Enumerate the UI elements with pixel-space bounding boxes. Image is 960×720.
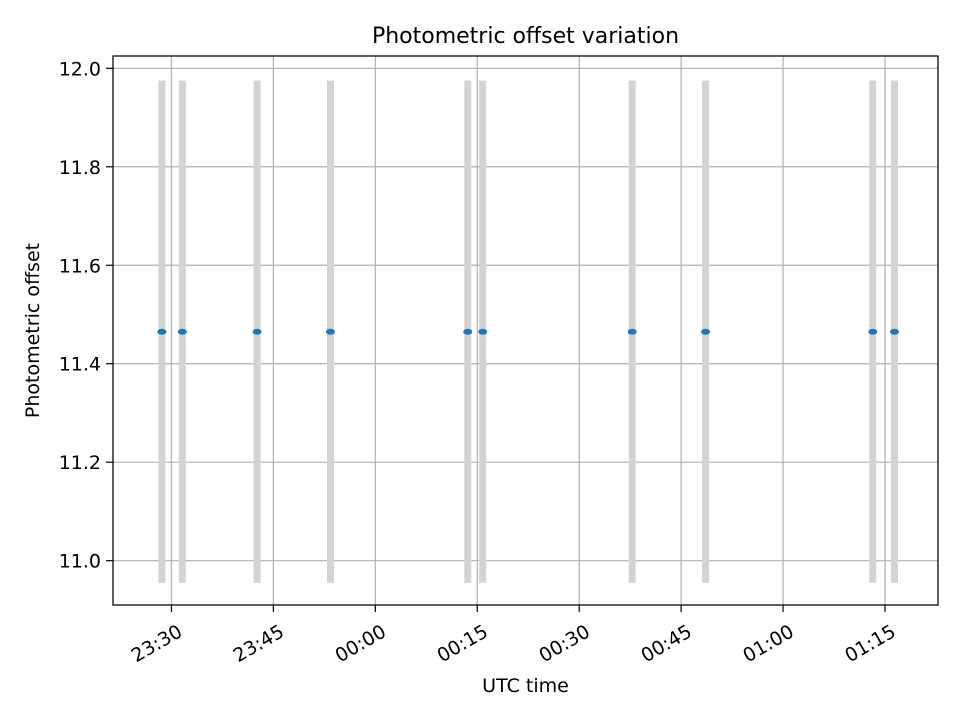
data-point: [890, 328, 900, 335]
x-tick-label: 23:30: [128, 621, 186, 667]
data-point: [325, 328, 335, 335]
data-point: [177, 328, 187, 335]
data-point: [868, 328, 878, 335]
error-band-layer: [158, 80, 899, 583]
chart-title: Photometric offset variation: [372, 24, 679, 49]
data-point: [478, 328, 488, 335]
x-tick-label: 23:45: [230, 621, 288, 667]
y-tick-label: 11.4: [59, 354, 101, 376]
y-tick-label: 11.8: [59, 157, 101, 179]
data-point: [463, 328, 473, 335]
x-tick-label: 01:00: [739, 621, 797, 667]
x-tick-label: 00:45: [637, 621, 695, 667]
data-point: [627, 328, 637, 335]
y-tick-label: 12.0: [59, 58, 101, 80]
x-tick-label: 00:00: [332, 621, 390, 667]
x-tick-label: 00:30: [535, 621, 593, 667]
plot-frame: [112, 55, 939, 606]
y-axis-title: Photometric offset: [22, 243, 44, 418]
y-tick-label: 11.0: [59, 551, 101, 573]
x-tick-label: 01:15: [841, 621, 899, 667]
x-tick-label: 00:15: [433, 621, 491, 667]
data-point: [701, 328, 711, 335]
x-axis-title: UTC time: [482, 675, 569, 697]
data-point-layer: [157, 328, 900, 335]
data-point: [157, 328, 167, 335]
grid-layer: [113, 56, 938, 605]
y-tick-label: 11.6: [59, 255, 101, 277]
data-point: [252, 328, 262, 335]
y-tick-label: 11.2: [59, 452, 101, 474]
